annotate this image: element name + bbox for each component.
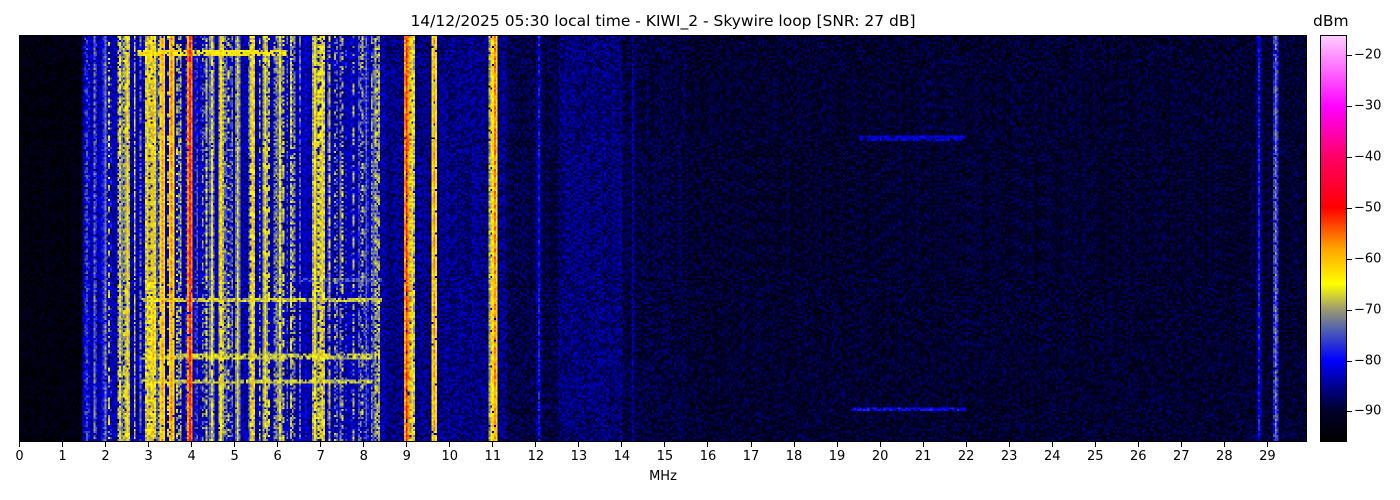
x-tick xyxy=(19,442,20,447)
x-tick xyxy=(1008,442,1010,447)
colorbar-tick-label: −40 xyxy=(1354,149,1382,165)
x-tick-label: 19 xyxy=(828,449,846,464)
x-tick-label: 8 xyxy=(359,449,368,464)
x-tick xyxy=(750,442,752,447)
x-tick xyxy=(1266,442,1268,447)
x-tick xyxy=(406,442,408,447)
colorbar-label: dBm xyxy=(1313,12,1349,30)
x-tick xyxy=(879,442,881,447)
colorbar-tick xyxy=(1347,207,1352,209)
waterfall-plot-area xyxy=(19,35,1307,442)
x-tick-label: 15 xyxy=(656,449,674,464)
x-tick-label: 7 xyxy=(316,449,325,464)
x-tick xyxy=(578,442,580,447)
x-tick xyxy=(965,442,967,447)
colorbar-tick-label: −60 xyxy=(1354,251,1382,267)
x-tick-label: 6 xyxy=(273,449,282,464)
colorbar-tick-label: −90 xyxy=(1354,403,1382,419)
x-tick-label: 28 xyxy=(1216,449,1233,464)
x-tick-label: 1 xyxy=(58,449,67,464)
x-tick xyxy=(1051,442,1053,447)
x-tick-label: 23 xyxy=(1000,449,1018,464)
x-tick xyxy=(793,442,795,447)
x-tick xyxy=(664,442,666,447)
x-tick-label: 9 xyxy=(402,449,411,464)
x-tick-label: 20 xyxy=(871,449,889,464)
x-tick-label: 25 xyxy=(1086,449,1104,464)
x-tick-label: 16 xyxy=(699,449,717,464)
x-tick xyxy=(836,442,838,447)
colorbar-tick xyxy=(1347,106,1352,108)
x-tick xyxy=(62,442,64,447)
chart-title: 14/12/2025 05:30 local time - KIWI_2 - S… xyxy=(410,12,916,30)
colorbar-tick-label: −70 xyxy=(1354,302,1382,318)
colorbar xyxy=(1320,35,1347,442)
x-tick-label: 14 xyxy=(613,449,631,464)
x-tick xyxy=(1137,442,1139,447)
x-tick-label: 18 xyxy=(785,449,803,464)
colorbar-tick-label: −50 xyxy=(1354,200,1382,216)
x-tick xyxy=(277,442,279,447)
x-tick xyxy=(1094,442,1096,447)
x-tick-label: 3 xyxy=(144,449,153,464)
x-tick xyxy=(922,442,924,447)
x-tick xyxy=(234,442,236,447)
x-tick-label: 24 xyxy=(1043,449,1061,464)
x-tick xyxy=(105,442,107,447)
x-tick-label: 22 xyxy=(957,449,975,464)
x-tick xyxy=(707,442,709,447)
waterfall-heatmap xyxy=(20,36,1306,441)
x-tick xyxy=(1223,442,1225,447)
colorbar-tick-label: −80 xyxy=(1354,353,1382,369)
x-tick-label: 17 xyxy=(742,449,760,464)
x-tick xyxy=(621,442,623,447)
x-tick-label: 29 xyxy=(1259,449,1276,464)
colorbar-tick xyxy=(1347,411,1352,413)
x-tick-label: 27 xyxy=(1173,449,1190,464)
x-tick xyxy=(535,442,537,447)
x-tick xyxy=(191,442,193,447)
x-tick-label: 4 xyxy=(187,449,196,464)
colorbar-tick xyxy=(1347,360,1352,362)
x-tick-label: 5 xyxy=(230,449,239,464)
x-tick-label: 12 xyxy=(527,449,545,464)
colorbar-tick-label: −30 xyxy=(1354,98,1382,114)
x-tick-label: 10 xyxy=(441,449,459,464)
x-tick xyxy=(449,442,451,447)
x-tick-label: 0 xyxy=(15,449,24,464)
x-tick-label: 21 xyxy=(914,449,932,464)
x-tick xyxy=(492,442,494,447)
x-tick xyxy=(363,442,365,447)
x-tick xyxy=(148,442,150,447)
x-tick-label: 2 xyxy=(101,449,110,464)
x-tick xyxy=(1180,442,1182,447)
colorbar-tick xyxy=(1347,258,1352,260)
x-tick-label: 26 xyxy=(1129,449,1147,464)
colorbar-tick xyxy=(1347,309,1352,311)
x-axis-label: MHz xyxy=(649,469,677,484)
x-tick xyxy=(320,442,322,447)
colorbar-tick-label: −20 xyxy=(1354,47,1382,63)
colorbar-tick xyxy=(1347,157,1352,159)
colorbar-tick xyxy=(1347,55,1352,57)
x-tick-label: 13 xyxy=(570,449,588,464)
x-tick-label: 11 xyxy=(484,449,502,464)
